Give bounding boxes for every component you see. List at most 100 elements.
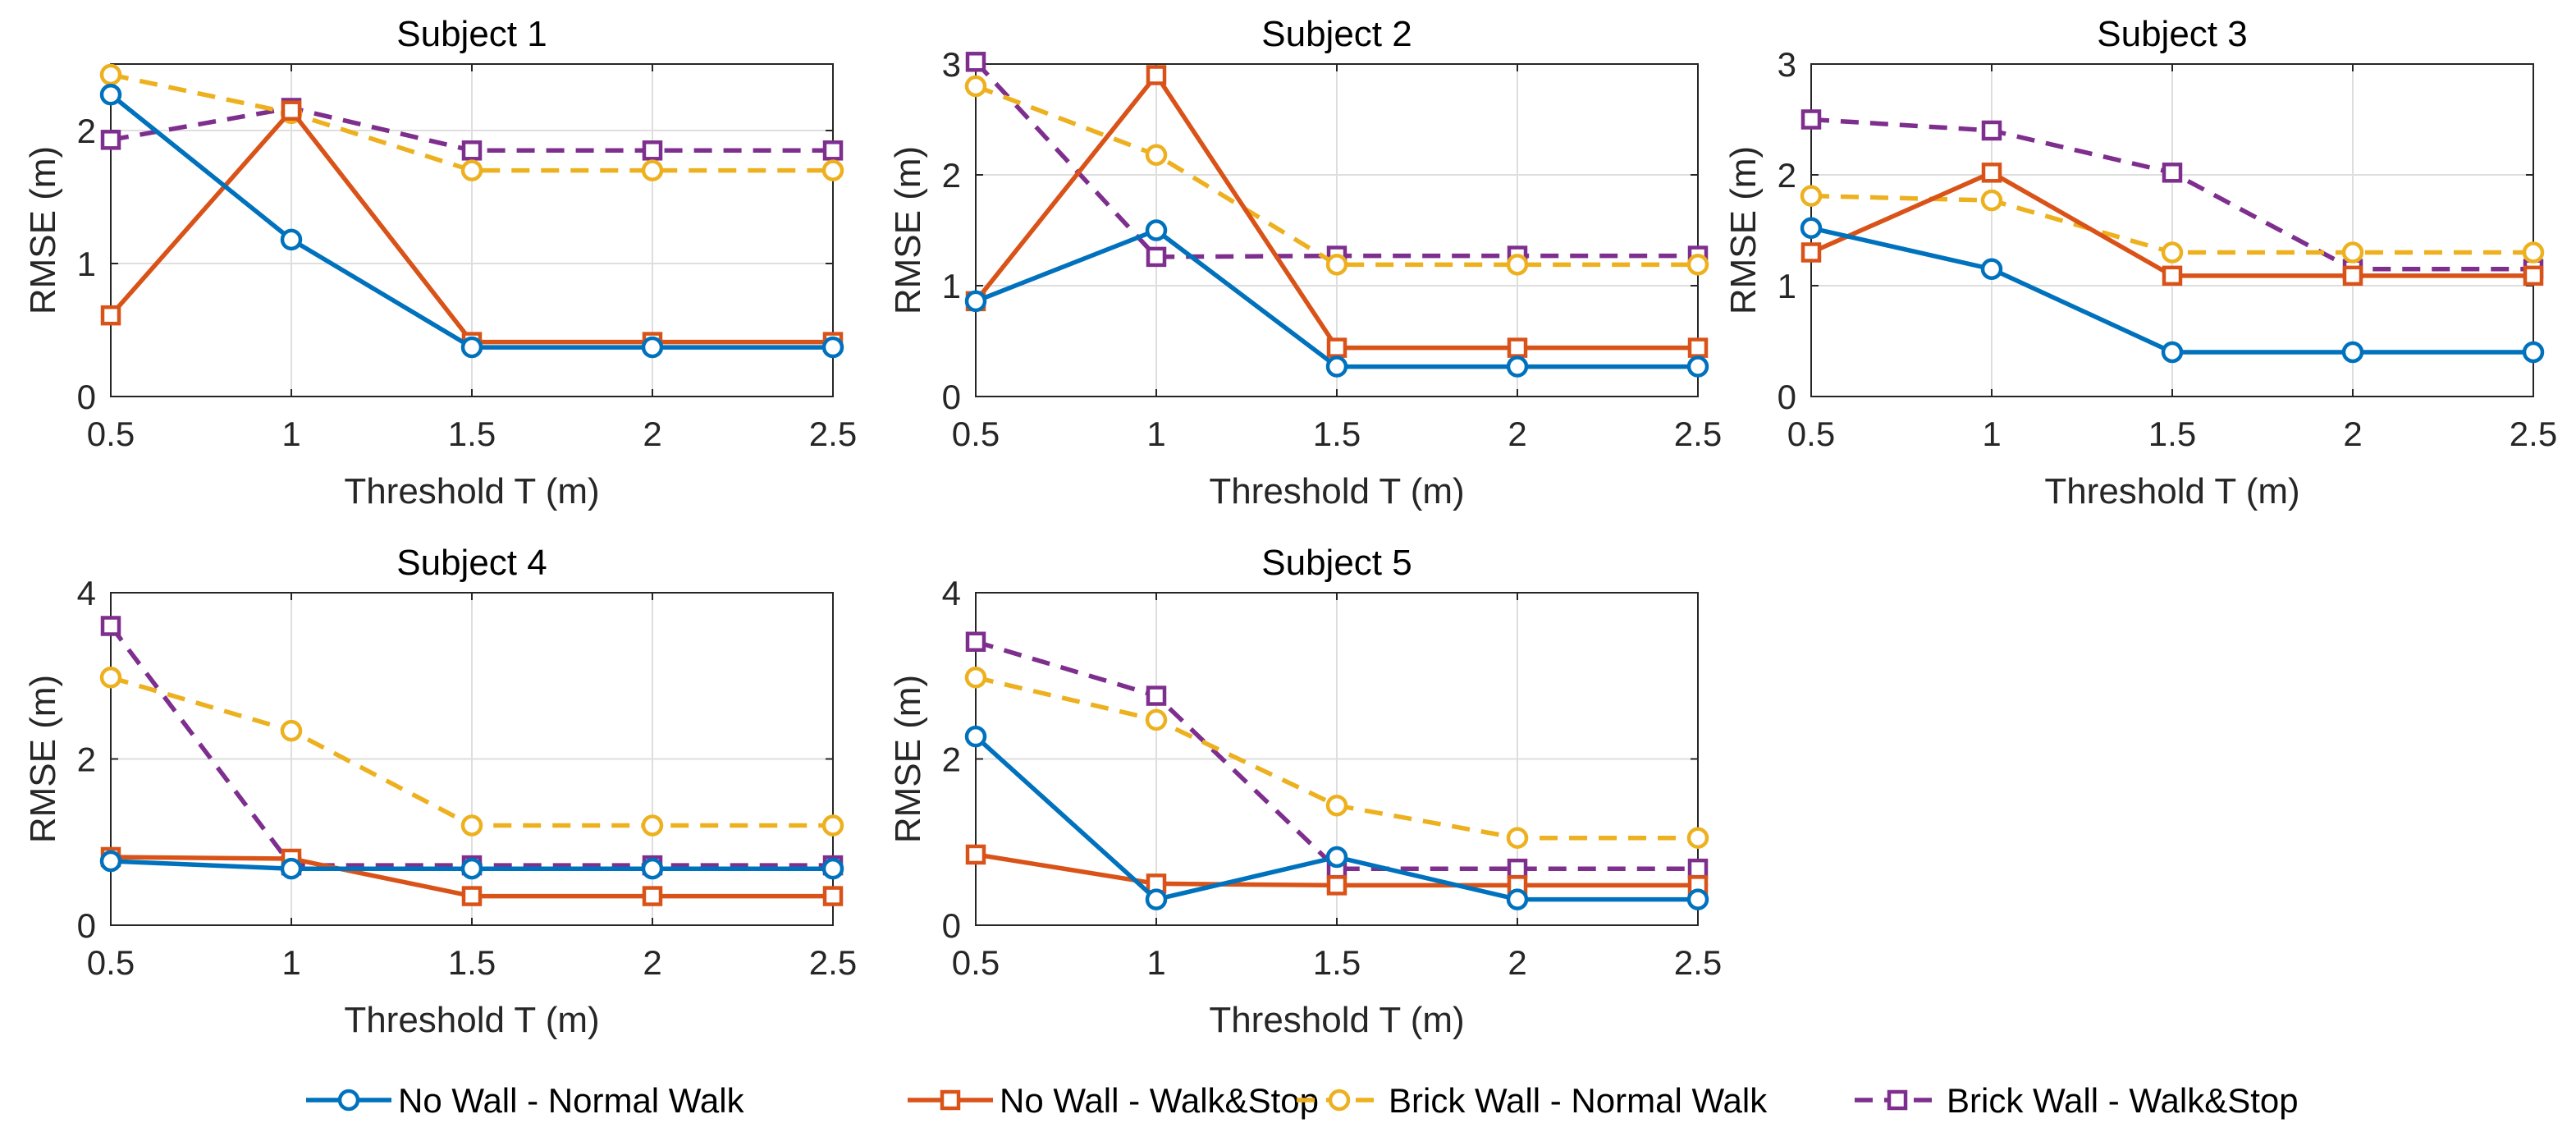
x-tick-label: 1.5 (448, 415, 496, 453)
y-axis-label: RMSE (m) (888, 675, 928, 843)
data-point (641, 857, 664, 880)
series-1 (964, 725, 1709, 910)
y-axis-label: RMSE (m) (1723, 146, 1764, 314)
data-point (2161, 241, 2184, 264)
data-point (964, 290, 987, 313)
data-point (1507, 337, 1528, 358)
data-point (964, 667, 987, 689)
data-point (461, 886, 483, 906)
series-3 (99, 667, 844, 837)
x-tick-label: 2 (1508, 415, 1526, 453)
data-point (460, 159, 483, 181)
data-point (1325, 794, 1348, 817)
data-point (281, 100, 302, 121)
data-point (1326, 875, 1347, 896)
legend-label: Brick Wall - Walk&Stop (1947, 1081, 2299, 1120)
data-point (1145, 219, 1168, 241)
data-point (821, 336, 844, 359)
data-point (280, 228, 303, 251)
subplot-5: 0.5 1 1.5 2 2.5 0 2 4 Subject 5 Threshold T (m) RM… (888, 543, 1722, 1040)
x-tick-label: 2.5 (1674, 943, 1722, 982)
x-axis-label: Threshold T (m) (344, 471, 599, 511)
x-tick-label: 2 (2343, 415, 2362, 453)
legend-item-1: No Wall - Normal Walk (306, 1081, 745, 1120)
x-axis-label: Threshold T (m) (2044, 471, 2299, 511)
legend-item-2: No Wall - Walk&Stop (908, 1081, 1319, 1120)
data-point (1980, 258, 2003, 280)
y-tick-label: 1 (77, 245, 96, 283)
legend-label: Brick Wall - Normal Walk (1389, 1081, 1768, 1120)
data-point (1686, 355, 1709, 378)
subplot-3: 0.5 1 1.5 2 2.5 0 1 2 3 Subject 3 Threshold T (m) R… (1723, 14, 2557, 511)
data-point (1507, 858, 1528, 879)
data-point (2341, 241, 2364, 264)
data-point (1800, 109, 1822, 130)
y-tick-label: 3 (1778, 45, 1796, 84)
data-point (1687, 858, 1709, 879)
data-point (1981, 163, 2002, 183)
data-point (100, 616, 121, 636)
y-tick-label: 0 (942, 378, 961, 416)
x-tick-label: 2.5 (1674, 415, 1722, 453)
x-tick-label: 0.5 (87, 415, 135, 453)
data-point (460, 857, 483, 880)
data-point (280, 857, 303, 880)
y-tick-label: 0 (1778, 378, 1796, 416)
x-tick-label: 1 (1982, 415, 2001, 453)
series-1 (964, 219, 1709, 378)
data-point (821, 814, 844, 837)
data-point (2161, 341, 2184, 364)
legend-marker (1887, 1089, 1908, 1111)
series-line (975, 640, 1698, 871)
data-point (1325, 254, 1348, 276)
subplot-title: Subject 5 (1261, 543, 1412, 583)
legend-item-3: Brick Wall - Normal Walk (1297, 1081, 1768, 1120)
data-point (100, 305, 121, 326)
series-line (975, 84, 1698, 268)
legend-item-4: Brick Wall - Walk&Stop (1855, 1081, 2299, 1120)
x-tick-label: 2.5 (2510, 415, 2557, 453)
data-point (99, 84, 122, 106)
series-1 (99, 850, 844, 880)
data-point (1506, 888, 1529, 910)
x-tick-label: 1.5 (1313, 943, 1361, 982)
data-point (965, 844, 986, 865)
subplot-2: 0.5 1 1.5 2 2.5 0 1 2 3 Subject 2 Threshold T (m) R… (888, 14, 1722, 511)
subplot-title: Subject 2 (1261, 14, 1412, 54)
data-point (641, 159, 664, 181)
data-point (1506, 355, 1529, 378)
y-tick-label: 2 (942, 156, 961, 195)
series-line (110, 72, 833, 173)
data-point (642, 140, 663, 161)
data-point (2342, 265, 2363, 287)
data-point (1800, 185, 1823, 207)
subplots-container: 0.5 1 1.5 2 2.5 0 1 2 Subject 1 Threshold T (m) RM… (23, 14, 2557, 1040)
subplot-1: 0.5 1 1.5 2 2.5 0 1 2 Subject 1 Threshold T (m) RM… (23, 14, 857, 511)
data-point (2522, 341, 2545, 364)
y-axis-label: RMSE (m) (23, 675, 63, 843)
y-axis-label: RMSE (m) (888, 146, 928, 314)
data-point (2162, 265, 2183, 287)
x-tick-label: 2.5 (809, 415, 857, 453)
data-point (965, 52, 986, 72)
series-1 (1800, 217, 2545, 364)
legend-label: No Wall - Walk&Stop (1000, 1081, 1319, 1120)
data-point (642, 886, 663, 906)
y-tick-label: 2 (77, 112, 96, 150)
data-point (1145, 144, 1168, 166)
data-point (1981, 120, 2002, 141)
data-point (1145, 708, 1168, 731)
y-tick-label: 1 (1778, 267, 1796, 305)
x-axis-label: Threshold T (m) (1209, 1000, 1464, 1040)
data-point (2522, 241, 2545, 264)
data-point (2341, 341, 2364, 364)
data-point (1687, 337, 1709, 358)
data-point (2523, 265, 2544, 287)
data-point (99, 63, 122, 86)
y-tick-label: 2 (942, 740, 961, 779)
x-axis-label: Threshold T (m) (1209, 471, 1464, 511)
series-3 (964, 75, 1709, 276)
data-point (1325, 846, 1348, 869)
x-tick-label: 1 (281, 415, 300, 453)
data-point (1686, 827, 1709, 849)
